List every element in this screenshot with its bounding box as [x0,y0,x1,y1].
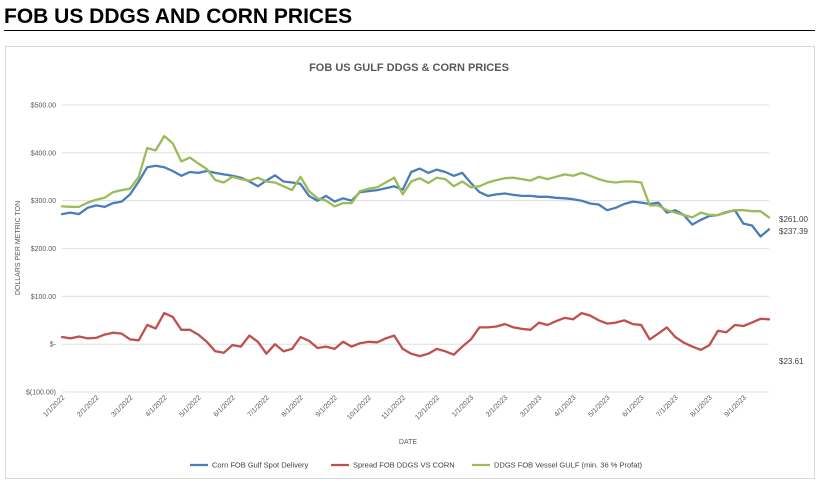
legend: Corn FOB Gulf Spot Delivery Spread FOB DD… [190,461,642,470]
x-tick-label: 3/1/2022 [110,394,134,418]
page-heading: FOB US DDGS AND CORN PRICES [4,5,353,28]
series-lines [60,134,771,358]
y-tick-label: $100.00 [31,294,56,301]
x-tick-label: 1/1/2022 [42,394,66,418]
legend-label: DDGS FOB Vessel GULF (min. 36 % Profat) [494,461,642,470]
y-tick-label: $- [50,342,57,349]
x-tick-label: 6/1/2022 [213,394,237,418]
x-tick-label: 1/1/2023 [451,394,475,418]
x-tick-label: 11/1/2022 [381,394,408,421]
x-tick-label: 5/1/2022 [178,394,202,418]
end-value-label: $237.39 [779,227,808,236]
x-tick-label: 12/1/2022 [414,394,441,421]
y-tick-label: $300.00 [31,198,56,205]
chart-title: FOB US GULF DDGS & CORN PRICES [309,62,509,74]
x-tick-label: 6/1/2023 [621,394,645,418]
y-axis-title: DOLLARS PER METRIC TON [15,201,22,295]
y-tick-label: $400.00 [31,150,56,157]
legend-label: Spread FOB DDGS VS CORN [353,461,455,470]
end-value-label: $261.00 [779,215,808,224]
end-labels: $237.39 $23.61 $261.00 [779,215,808,366]
x-axis-ticks: 1/1/2022 2/1/2022 3/1/2022 4/1/2022 5/1/2022… [42,394,748,421]
x-tick-label: 4/1/2022 [144,394,168,418]
x-tick-label: 8/1/2023 [690,394,714,418]
y-tick-label: $500.00 [31,103,56,110]
gridlines [62,104,769,393]
series-line-spread-fob-ddgs-vs-corn [60,311,771,358]
x-tick-label: 2/1/2022 [76,394,100,418]
legend-label: Corn FOB Gulf Spot Delivery [212,461,309,470]
x-tick-label: 5/1/2023 [587,394,611,418]
chart-frame [5,46,815,479]
x-tick-label: 2/1/2023 [485,394,509,418]
y-tick-label: $200.00 [31,246,56,253]
x-tick-label: 7/1/2023 [655,394,679,418]
x-tick-label: 3/1/2023 [519,394,543,418]
x-tick-label: 9/1/2023 [724,394,748,418]
x-tick-label: 9/1/2022 [315,394,339,418]
series-line-corn-fob-gulf-spot-delivery [60,164,771,238]
x-axis-title: DATE [399,439,417,446]
x-tick-label: 8/1/2022 [281,394,305,418]
series-line-ddgs-fob-vessel-gulf-min-36-profat [60,134,771,219]
y-axis-ticks: $500.00 $400.00 $300.00 $200.00 $100.00 $- $(1… [26,103,57,397]
page-header: FOB US DDGS AND CORN PRICES [4,0,815,31]
end-value-label: $23.61 [779,357,804,366]
y-tick-label: $(100.00) [26,390,56,397]
x-tick-label: 7/1/2022 [247,394,271,418]
x-tick-label: 4/1/2023 [553,394,577,418]
x-tick-label: 10/1/2022 [346,394,373,421]
